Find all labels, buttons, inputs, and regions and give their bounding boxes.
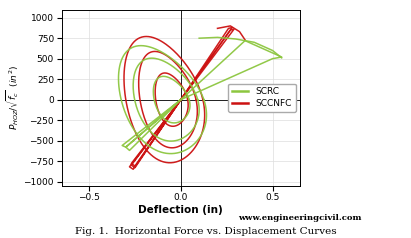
X-axis label: Deflection (in): Deflection (in): [139, 205, 223, 215]
Text: Fig. 1.  Horizontal Force vs. Displacement Curves: Fig. 1. Horizontal Force vs. Displacemen…: [75, 227, 336, 236]
Y-axis label: $P_{HOZ}/\sqrt{f_c}$  $(in^2)$: $P_{HOZ}/\sqrt{f_c}$ $(in^2)$: [4, 65, 21, 130]
Text: www.engineeringcivil.com: www.engineeringcivil.com: [238, 214, 362, 222]
Legend: SCRC, SCCNFC: SCRC, SCCNFC: [229, 84, 296, 112]
